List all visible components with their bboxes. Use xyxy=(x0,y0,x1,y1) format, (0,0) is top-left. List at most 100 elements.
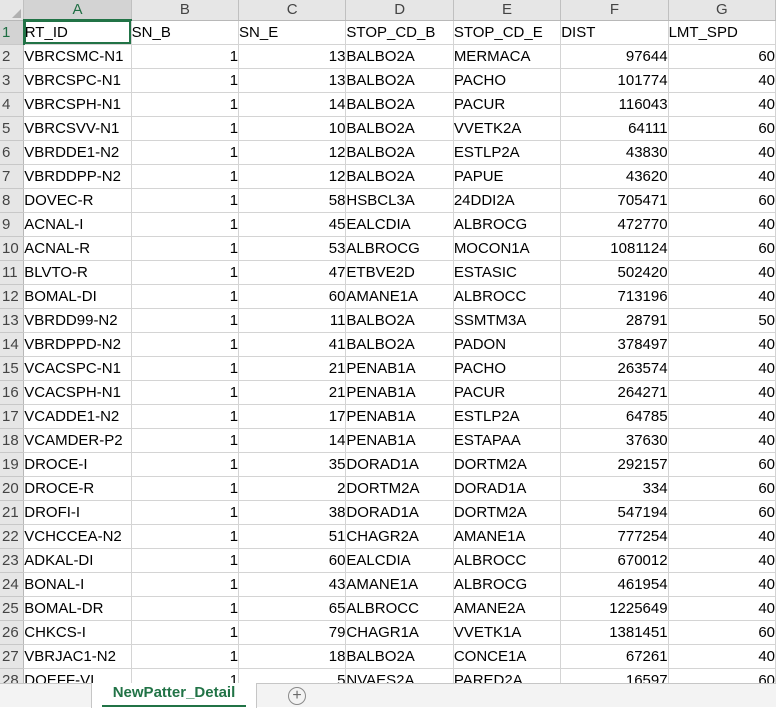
cell[interactable]: ACNAL-R xyxy=(23,236,132,261)
cell[interactable]: 40 xyxy=(668,380,776,405)
cell[interactable]: ALBROCC xyxy=(453,284,562,309)
cell[interactable]: VCAMDER-P2 xyxy=(23,428,132,453)
cell[interactable]: 1 xyxy=(131,524,240,549)
cell[interactable]: 21 xyxy=(238,380,347,405)
column-header-b[interactable]: B xyxy=(131,0,240,21)
cell[interactable]: CHAGR2A xyxy=(345,524,454,549)
cell[interactable]: 40 xyxy=(668,524,776,549)
cell[interactable]: ALBROCC xyxy=(453,548,562,573)
cell[interactable]: 1 xyxy=(131,620,240,645)
cell[interactable]: 472770 xyxy=(560,212,669,237)
cell[interactable]: 12 xyxy=(238,164,347,189)
cell[interactable]: VBRDDE1-N2 xyxy=(23,140,132,165)
cell[interactable]: PENAB1A xyxy=(345,380,454,405)
cell[interactable]: 37630 xyxy=(560,428,669,453)
header-cell[interactable]: RT_ID xyxy=(23,20,132,45)
cell[interactable]: 40 xyxy=(668,212,776,237)
row-header[interactable]: 15 xyxy=(0,356,25,381)
cell[interactable]: ADKAL-DI xyxy=(23,548,132,573)
cell[interactable]: VBRCSMC-N1 xyxy=(23,44,132,69)
cell[interactable]: 60 xyxy=(668,116,776,141)
cell[interactable]: AMANE1A xyxy=(453,524,562,549)
cell[interactable]: 1 xyxy=(131,356,240,381)
cell[interactable]: 40 xyxy=(668,140,776,165)
row-header[interactable]: 27 xyxy=(0,644,25,669)
cell[interactable]: DOEFF-VI xyxy=(23,668,132,683)
header-cell[interactable]: SN_E xyxy=(238,20,347,45)
header-cell[interactable]: STOP_CD_B xyxy=(345,20,454,45)
row-header[interactable]: 22 xyxy=(0,524,25,549)
row-header[interactable]: 5 xyxy=(0,116,25,141)
cell[interactable]: BALBO2A xyxy=(345,644,454,669)
cell[interactable]: ESTLP2A xyxy=(453,140,562,165)
column-header-d[interactable]: D xyxy=(345,0,454,21)
cell[interactable]: 53 xyxy=(238,236,347,261)
cell[interactable]: 60 xyxy=(668,452,776,477)
cell[interactable]: 40 xyxy=(668,596,776,621)
cell[interactable]: 24DDI2A xyxy=(453,188,562,213)
cell[interactable]: ESTASIC xyxy=(453,260,562,285)
cell[interactable]: 101774 xyxy=(560,68,669,93)
cell[interactable]: BALBO2A xyxy=(345,92,454,117)
cell[interactable]: 292157 xyxy=(560,452,669,477)
row-header[interactable]: 8 xyxy=(0,188,25,213)
cell[interactable]: 502420 xyxy=(560,260,669,285)
cell[interactable]: ALBROCG xyxy=(453,572,562,597)
cell[interactable]: 1 xyxy=(131,500,240,525)
row-header[interactable]: 11 xyxy=(0,260,25,285)
cell[interactable]: 1 xyxy=(131,164,240,189)
sheet-tab-newpatter-detail[interactable]: NewPatter_Detail xyxy=(91,683,257,708)
cell[interactable]: PADON xyxy=(453,332,562,357)
cell[interactable]: 264271 xyxy=(560,380,669,405)
cell[interactable]: 1 xyxy=(131,284,240,309)
cell[interactable]: VBRJAC1-N2 xyxy=(23,644,132,669)
cell[interactable]: DOVEC-R xyxy=(23,188,132,213)
header-cell[interactable]: LMT_SPD xyxy=(668,20,776,45)
cell[interactable]: SSMTM3A xyxy=(453,308,562,333)
column-header-f[interactable]: F xyxy=(560,0,669,21)
cell[interactable]: 40 xyxy=(668,572,776,597)
cell[interactable]: BALBO2A xyxy=(345,164,454,189)
cell[interactable]: BOMAL-DR xyxy=(23,596,132,621)
cell[interactable]: DORAD1A xyxy=(345,452,454,477)
cell[interactable]: PACUR xyxy=(453,380,562,405)
cell[interactable]: BALBO2A xyxy=(345,308,454,333)
cell[interactable]: 40 xyxy=(668,404,776,429)
cell[interactable]: 21 xyxy=(238,356,347,381)
cell[interactable]: 50 xyxy=(668,308,776,333)
cell[interactable]: 1 xyxy=(131,428,240,453)
cell[interactable]: 1 xyxy=(131,188,240,213)
cell[interactable]: 40 xyxy=(668,548,776,573)
cell[interactable]: 40 xyxy=(668,284,776,309)
add-sheet-plus-icon[interactable]: + xyxy=(288,687,306,705)
row-header[interactable]: 28 xyxy=(0,668,25,683)
cell[interactable]: 64785 xyxy=(560,404,669,429)
cell[interactable]: 43620 xyxy=(560,164,669,189)
cell[interactable]: 1 xyxy=(131,332,240,357)
cell[interactable]: 60 xyxy=(238,284,347,309)
cell[interactable]: 1 xyxy=(131,116,240,141)
cell[interactable]: 60 xyxy=(668,500,776,525)
cell[interactable]: 670012 xyxy=(560,548,669,573)
cell[interactable]: 67261 xyxy=(560,644,669,669)
cell[interactable]: 43830 xyxy=(560,140,669,165)
cell[interactable]: 60 xyxy=(668,236,776,261)
cell[interactable]: EALCDIA xyxy=(345,548,454,573)
cell[interactable]: DORTM2A xyxy=(345,476,454,501)
cell[interactable]: 1 xyxy=(131,404,240,429)
cell[interactable]: ALBROCG xyxy=(345,236,454,261)
header-cell[interactable]: STOP_CD_E xyxy=(453,20,562,45)
cell[interactable]: DROCE-I xyxy=(23,452,132,477)
cell[interactable]: BALBO2A xyxy=(345,332,454,357)
cell[interactable]: 1 xyxy=(131,92,240,117)
cell[interactable]: PENAB1A xyxy=(345,356,454,381)
row-header[interactable]: 3 xyxy=(0,68,25,93)
row-header[interactable]: 17 xyxy=(0,404,25,429)
cell[interactable]: 45 xyxy=(238,212,347,237)
row-header[interactable]: 2 xyxy=(0,44,25,69)
cell[interactable]: BALBO2A xyxy=(345,44,454,69)
cell[interactable]: 60 xyxy=(668,44,776,69)
cell[interactable]: 40 xyxy=(668,356,776,381)
